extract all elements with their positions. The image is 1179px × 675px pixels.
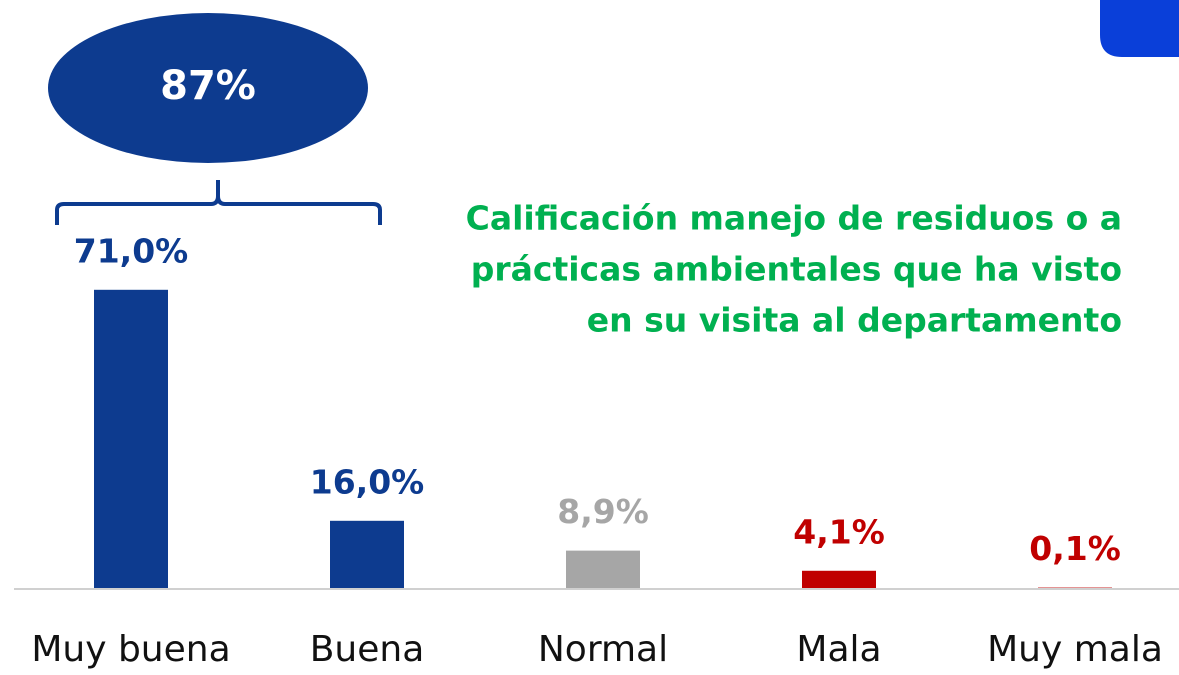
x-tick-label: Muy buena (31, 629, 230, 670)
value-label: 0,1% (1029, 529, 1121, 568)
value-label: 4,1% (793, 512, 885, 551)
bar (94, 289, 168, 588)
x-tick-label: Mala (796, 629, 881, 670)
bar (330, 520, 404, 588)
corner-decoration (1100, 0, 1179, 57)
chart-title: prácticas ambientales que ha visto (471, 250, 1122, 289)
annotation-ellipse (48, 13, 368, 163)
bar (802, 570, 876, 588)
x-tick-label: Normal (538, 629, 668, 670)
value-label: 16,0% (310, 462, 425, 501)
value-label: 71,0% (74, 231, 189, 270)
annotation: 87% (160, 63, 256, 109)
bracket (55, 180, 382, 225)
bar (566, 550, 640, 588)
chart-title: Calificación manejo de residuos o a (466, 199, 1122, 238)
value-label: 8,9% (557, 492, 649, 531)
x-tick-label: Muy mala (987, 629, 1163, 670)
chart-title: en su visita al departamento (587, 301, 1122, 340)
x-tick-label: Buena (310, 629, 425, 670)
